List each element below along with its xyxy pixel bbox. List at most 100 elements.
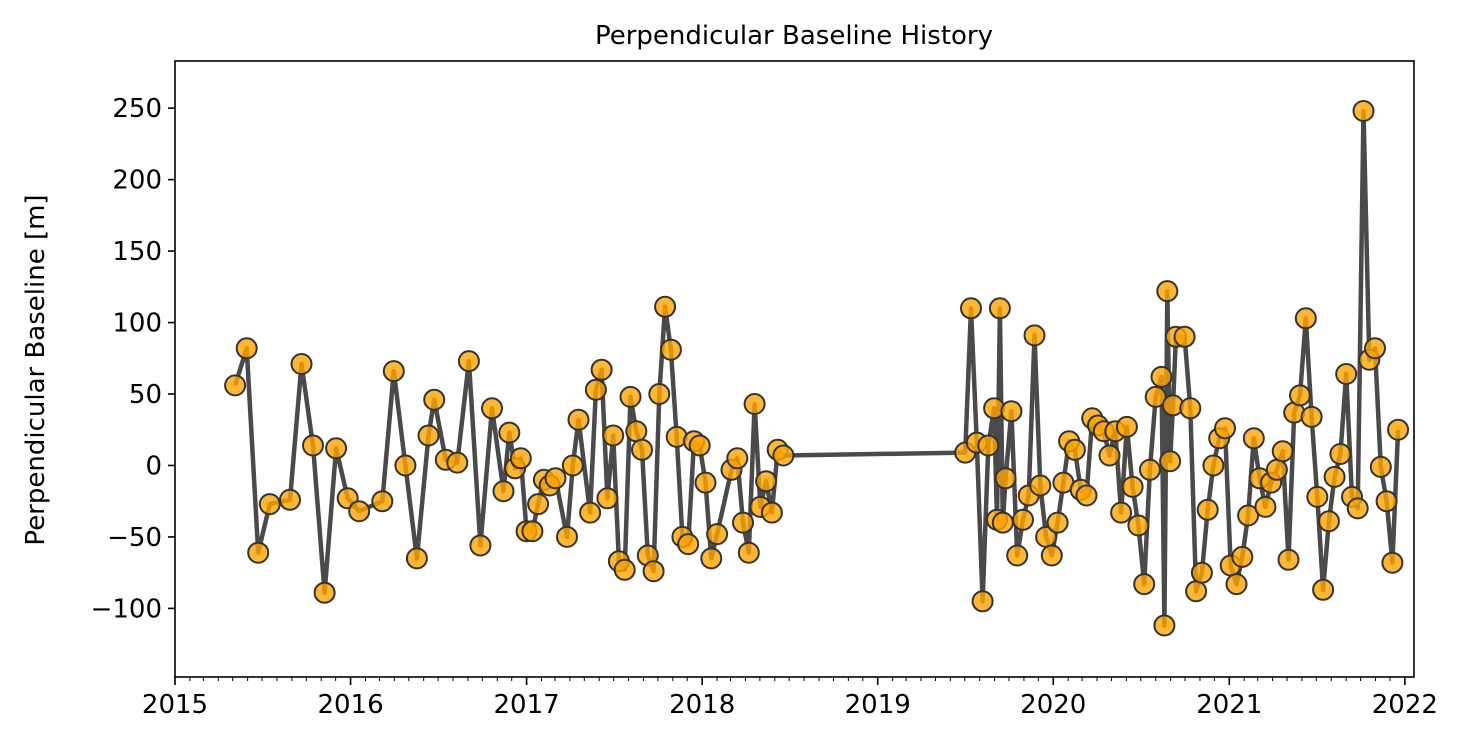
data-point: [1144, 385, 1167, 408]
data-point: [1312, 578, 1335, 601]
data-point: [417, 424, 440, 447]
data-point: [1121, 475, 1144, 498]
y-tick-label: 250: [112, 94, 162, 124]
data-point: [1040, 544, 1063, 567]
data-point: [1277, 548, 1300, 571]
data-point: [971, 590, 994, 613]
data-point: [737, 541, 760, 564]
data-point: [1306, 485, 1329, 508]
data-point: [960, 297, 982, 320]
y-axis-label: Perpendicular Baseline [m]: [21, 194, 51, 545]
data-point: [1225, 573, 1248, 596]
data-point: [1289, 384, 1311, 407]
y-tick-label: 0: [145, 451, 162, 481]
data-point: [1179, 397, 1202, 420]
data-point: [509, 447, 532, 470]
data-point: [602, 424, 625, 447]
data-point: [1150, 365, 1173, 388]
data-point: [556, 525, 578, 548]
data-point: [1029, 474, 1052, 497]
data-point: [469, 534, 492, 557]
data-point: [994, 467, 1017, 490]
data-point: [1138, 458, 1161, 481]
data-point: [1317, 510, 1340, 533]
data-point: [1242, 427, 1265, 450]
data-point: [1271, 440, 1294, 463]
data-point: [1133, 573, 1156, 596]
data-point: [1265, 458, 1288, 481]
y-tick-label: 50: [129, 380, 162, 410]
data-point: [694, 471, 717, 494]
data-point: [654, 295, 677, 318]
x-tick-label: 2020: [1020, 690, 1086, 720]
data-point: [1346, 497, 1369, 520]
data-point: [772, 444, 795, 467]
data-point: [1231, 545, 1254, 568]
marker-layer: [224, 100, 1410, 637]
data-point: [1237, 504, 1260, 527]
data-point: [325, 437, 348, 460]
y-tick-label: 100: [112, 309, 162, 339]
data-point: [1294, 307, 1317, 330]
x-tick-label: 2015: [142, 690, 208, 720]
data-point: [492, 480, 515, 503]
x-tick-label: 2022: [1372, 690, 1438, 720]
y-tick-label: 200: [112, 166, 162, 196]
plot-frame: [174, 60, 1415, 678]
data-point: [1012, 508, 1034, 531]
data-point: [1046, 511, 1069, 534]
data-point: [677, 533, 700, 556]
data-point: [726, 447, 749, 470]
data-point: [1006, 544, 1029, 567]
data-point: [1196, 498, 1219, 521]
data-point: [235, 337, 258, 360]
data-point: [1000, 400, 1023, 423]
data-point: [1329, 443, 1352, 465]
x-axis: 2015 2016 2017 2018 2019 2020 2021 2022: [142, 677, 1438, 720]
data-point: [1159, 450, 1182, 473]
data-point: [423, 388, 446, 411]
data-point: [760, 501, 783, 524]
y-tick-label: 150: [112, 237, 162, 267]
data-point: [590, 358, 613, 381]
series-line: [232, 108, 1401, 628]
data-point: [977, 434, 1000, 457]
data-point: [348, 500, 371, 523]
y-tick-label: −50: [107, 523, 162, 553]
data-point: [302, 434, 324, 457]
data-point: [1185, 580, 1208, 603]
data-point: [498, 421, 521, 444]
x-tick-label: 2018: [669, 690, 735, 720]
series-layer: [232, 108, 1401, 628]
y-tick-label: −100: [91, 594, 162, 624]
data-point: [1381, 551, 1404, 574]
data-point: [247, 541, 270, 564]
data-point: [625, 420, 648, 443]
data-point: [1387, 418, 1410, 441]
data-point: [1369, 455, 1392, 478]
data-point: [544, 467, 567, 490]
data-point: [457, 350, 480, 373]
data-point: [1153, 614, 1176, 637]
data-point: [1364, 337, 1386, 360]
data-point: [1254, 495, 1277, 518]
data-point: [446, 451, 469, 474]
data-point: [527, 493, 550, 516]
data-point: [1098, 444, 1121, 467]
x-tick-label: 2019: [845, 690, 911, 720]
data-point: [1023, 324, 1046, 347]
data-point: [659, 338, 682, 361]
data-point: [991, 511, 1014, 534]
data-point: [1214, 417, 1236, 440]
data-point: [1352, 100, 1375, 122]
data-point: [732, 511, 754, 534]
data-point: [481, 397, 503, 420]
x-tick-label: 2016: [317, 690, 383, 720]
data-point: [579, 501, 602, 524]
y-axis: −100 −50 0 50 100 150 200 250: [91, 94, 175, 624]
data-point: [613, 558, 636, 581]
data-point: [584, 378, 607, 401]
data-point: [1375, 490, 1398, 513]
data-point: [648, 383, 671, 405]
chart-title: Perpendicular Baseline History: [595, 21, 993, 51]
